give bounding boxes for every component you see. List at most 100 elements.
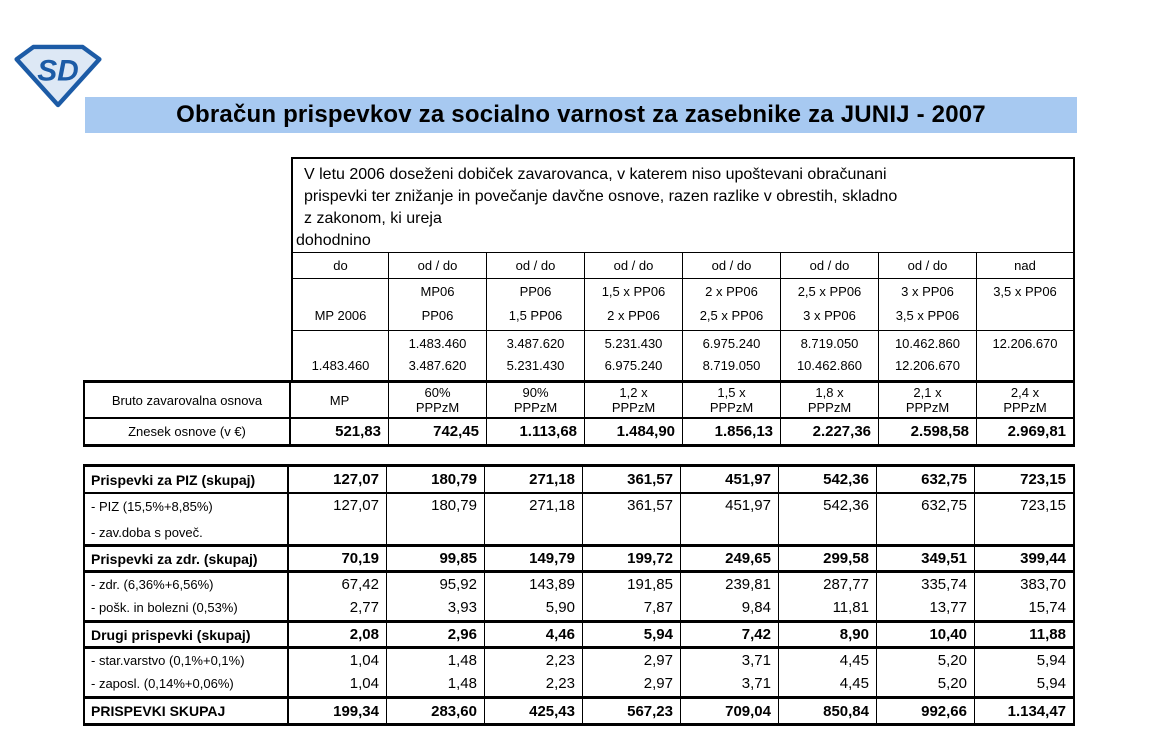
value-cell: 2,97 <box>583 671 681 696</box>
bruto-osnova-cell: 1,2 x PPPzM <box>585 383 683 417</box>
label-line: - PIZ (15,5%+8,85%) <box>91 499 213 514</box>
range-to: 6.975.240 <box>604 358 663 373</box>
bruto-osnova-row: Bruto zavarovalna osnova MP 60% PPPzM 90% PPP… <box>83 380 1075 417</box>
value-cell: 287,77 <box>779 573 877 595</box>
value-cell: 2,77 <box>289 595 387 620</box>
bruto-line2: PPPzM <box>611 400 656 415</box>
range-to: 8.719.050 <box>702 358 761 373</box>
value-cell: 5,20 <box>877 671 975 696</box>
label-line: Drugi prispevki (skupaj) <box>91 626 251 643</box>
multiplier-from: 1,5 x PP06 <box>601 284 666 299</box>
range-type-cell: od / do <box>585 253 683 279</box>
spacer <box>83 331 291 380</box>
znesek-value-cell: 521,83 <box>291 419 389 444</box>
bruto-osnova-cell: 2,4 x PPPzM <box>977 383 1075 417</box>
value-cell: 271,18 <box>485 494 583 544</box>
bruto-osnova-cell: MP <box>291 383 389 417</box>
bruto-line2: PPPzM <box>905 400 950 415</box>
value-cell: 5,90 <box>485 595 583 620</box>
row-label: Prispevki za zdr. (skupaj) <box>85 547 289 570</box>
value-cell: 199,34 <box>289 699 387 723</box>
value-cell: 451,97 <box>681 467 779 492</box>
multiplier-cell: 3 x PP06 3,5 x PP06 <box>879 279 977 331</box>
range-value-cell: 12.206.670 <box>977 331 1075 380</box>
value-cell: 299,58 <box>779 547 877 570</box>
value-cell: 249,65 <box>681 547 779 570</box>
logo-text: SD <box>37 54 79 87</box>
value-cell: 992,66 <box>877 699 975 723</box>
range-values-row: 1.483.460 1.483.460 3.487.620 3.487.620 5.23… <box>83 331 1075 380</box>
multiplier-to: 2 x PP06 <box>607 308 660 323</box>
bruto-osnova-label: Bruto zavarovalna osnova <box>83 383 291 417</box>
znesek-value-cell: 1.484,90 <box>585 419 683 444</box>
value-cell: 451,97 <box>681 494 779 544</box>
value-cell: 335,74 <box>877 573 975 595</box>
value-cell: 3,71 <box>681 649 779 671</box>
znesek-osnove-row: Znesek osnove (v €) 521,83 742,45 1.113,68 1… <box>83 417 1075 447</box>
logo-shield-shape <box>14 44 102 108</box>
range-to: 5.231.430 <box>506 358 565 373</box>
value-cell: 3,71 <box>681 671 779 696</box>
multiplier-from: MP06 <box>420 284 455 299</box>
range-from: 1.483.460 <box>408 336 467 351</box>
range-value-cell: 5.231.430 6.975.240 <box>585 331 683 380</box>
value-cell: 361,57 <box>583 467 681 492</box>
table-row: - PIZ (15,5%+8,85%) - zav.doba s poveč. 12… <box>85 492 1073 544</box>
row-label: - PIZ (15,5%+8,85%) - zav.doba s poveč. <box>85 494 289 544</box>
range-type-cell: nad <box>977 253 1075 279</box>
value-cell: 2,96 <box>387 623 485 646</box>
value-cell: 2,97 <box>583 649 681 671</box>
note-line: V letu 2006 doseženi dobiček zavarovanca… <box>304 166 887 183</box>
label-line: PRISPEVKI SKUPAJ <box>91 703 226 719</box>
value-cell: 2,08 <box>289 623 387 646</box>
value-cell: 9,84 <box>681 595 779 620</box>
range-type-cell: od / do <box>389 253 487 279</box>
bruto-line2: PPPzM <box>807 400 852 415</box>
value-cell: 349,51 <box>877 547 975 570</box>
row-label: PRISPEVKI SKUPAJ <box>85 699 289 723</box>
znesek-osnove-label: Znesek osnove (v €) <box>83 419 291 444</box>
label-line: Prispevki za PIZ (skupaj) <box>91 471 256 488</box>
bruto-line1: 1,8 x <box>815 385 844 400</box>
value-cell: 1,48 <box>387 671 485 696</box>
znesek-value-cell: 1.113,68 <box>487 419 585 444</box>
bruto-line1: 90% <box>522 385 549 400</box>
label-line: - zdr. (6,36%+6,56%) <box>91 576 214 592</box>
value-cell: 4,45 <box>779 671 877 696</box>
multiplier-from: 2 x PP06 <box>705 284 758 299</box>
bruto-line2: PPPzM <box>415 400 460 415</box>
multiplier-to: 1,5 PP06 <box>508 308 563 323</box>
range-value-cell: 10.462.860 12.206.670 <box>879 331 977 380</box>
multiplier-from: 2,5 x PP06 <box>797 284 862 299</box>
value-cell: 11,81 <box>779 595 877 620</box>
table-row: - zaposl. (0,14%+0,06%) 1,04 1,48 2,23 2,97 3… <box>85 671 1073 696</box>
value-cell: 7,42 <box>681 623 779 646</box>
value-cell: 850,84 <box>779 699 877 723</box>
znesek-value-cell: 742,45 <box>389 419 487 444</box>
value-cell: 199,72 <box>583 547 681 570</box>
value-cell: 723,15 <box>1020 471 1066 488</box>
value-cell: 5,94 <box>1036 675 1066 692</box>
bruto-line1: 1,5 x <box>717 385 746 400</box>
value-cell: 542,36 <box>779 494 877 544</box>
table-row: - zdr. (6,36%+6,56%) 67,42 95,92 143,89 191,… <box>85 570 1073 595</box>
row-label: Prispevki za PIZ (skupaj) <box>85 467 289 492</box>
value-cell: 5,94 <box>1036 651 1066 669</box>
range-from: 10.462.860 <box>894 336 961 351</box>
table-row: Prispevki za zdr. (skupaj) 70,19 99,85 149,… <box>85 544 1073 570</box>
row-label: Drugi prispevki (skupaj) <box>85 623 289 646</box>
range-type-cell: od / do <box>487 253 585 279</box>
range-to: 10.462.860 <box>796 358 863 373</box>
table-row: - star.varstvo (0,1%+0,1%) 1,04 1,48 2,23 2,… <box>85 646 1073 671</box>
top-table: V letu 2006 doseženi dobiček zavarovanca… <box>83 157 1075 447</box>
label-line: - zaposl. (0,14%+0,06%) <box>91 676 234 691</box>
bruto-line2: PPPzM <box>709 400 754 415</box>
znesek-value-cell: 2.598,58 <box>879 419 977 444</box>
label-line: - pošk. in bolezni (0,53%) <box>91 600 238 615</box>
value-cell: 1,04 <box>289 671 387 696</box>
range-type-cell: od / do <box>781 253 879 279</box>
value-cell: 1,48 <box>387 649 485 671</box>
value-cell: 425,43 <box>485 699 583 723</box>
note-line: prispevki ter znižanje in povečanje davč… <box>304 188 898 205</box>
